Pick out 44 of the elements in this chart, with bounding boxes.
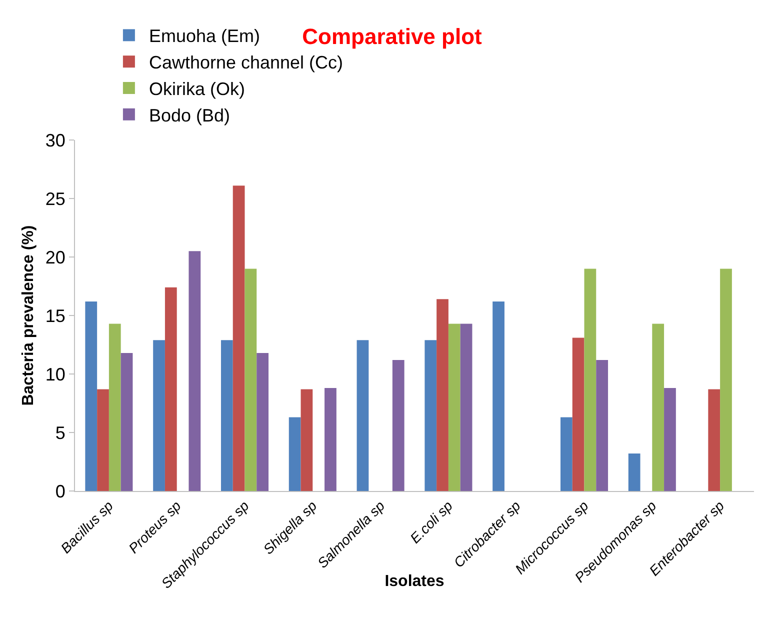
bar bbox=[356, 340, 369, 491]
bar bbox=[85, 301, 98, 491]
bar bbox=[288, 417, 301, 491]
bar bbox=[460, 324, 472, 491]
bar bbox=[120, 352, 133, 491]
chart-title: Comparative plot bbox=[302, 24, 483, 49]
bar bbox=[720, 268, 732, 491]
bar bbox=[256, 352, 269, 491]
bar bbox=[560, 417, 572, 491]
bar bbox=[708, 389, 720, 491]
bar bbox=[97, 389, 109, 491]
bar bbox=[164, 287, 177, 491]
bar bbox=[664, 388, 676, 491]
y-tick-label: 10 bbox=[45, 364, 66, 384]
bar bbox=[596, 360, 608, 491]
y-tick-label: 30 bbox=[45, 130, 66, 150]
y-tick-label: 20 bbox=[45, 247, 66, 268]
y-tick-label: 15 bbox=[45, 306, 66, 326]
legend-label: Bodo (Bd) bbox=[148, 105, 230, 126]
bar bbox=[153, 340, 165, 491]
bar bbox=[188, 251, 201, 491]
y-axis-title: Bacteria prevalence (%) bbox=[20, 225, 37, 406]
bar bbox=[492, 301, 504, 491]
bar bbox=[220, 340, 233, 491]
y-tick-label: 5 bbox=[55, 422, 66, 443]
x-axis-title: Isolates bbox=[384, 573, 444, 590]
legend-label: Cawthorne channel (Cc) bbox=[148, 52, 344, 73]
bar bbox=[392, 360, 404, 491]
bar bbox=[572, 338, 584, 491]
bar bbox=[584, 268, 596, 491]
bar bbox=[652, 324, 664, 491]
bar bbox=[324, 388, 336, 491]
legend-label: Emuoha (Em) bbox=[148, 26, 260, 46]
bar bbox=[448, 324, 460, 491]
bar bbox=[232, 186, 245, 491]
bar bbox=[628, 454, 640, 491]
bar bbox=[300, 389, 313, 491]
bar bbox=[424, 340, 437, 491]
y-tick-label: 25 bbox=[45, 188, 66, 209]
legend-label: Okirika (Ok) bbox=[148, 79, 245, 99]
y-tick-label: 0 bbox=[55, 481, 66, 502]
bar bbox=[108, 324, 121, 491]
bar bbox=[436, 299, 448, 491]
bar bbox=[244, 268, 257, 491]
